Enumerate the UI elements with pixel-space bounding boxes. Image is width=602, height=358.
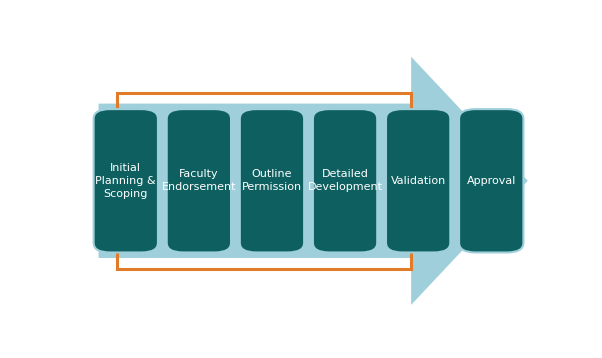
FancyBboxPatch shape [94, 109, 158, 252]
Text: Outline
Permission: Outline Permission [242, 169, 302, 192]
Bar [117, 93, 411, 269]
Text: Faculty
Endorsement: Faculty Endorsement [161, 169, 236, 192]
FancyBboxPatch shape [459, 109, 523, 252]
Polygon shape [99, 57, 528, 305]
FancyBboxPatch shape [240, 109, 304, 252]
Text: Validation: Validation [391, 176, 446, 186]
Text: Approval: Approval [467, 176, 516, 186]
Text: Detailed
Development: Detailed Development [308, 169, 383, 192]
FancyBboxPatch shape [386, 109, 450, 252]
Text: Initial
Planning &
Scoping: Initial Planning & Scoping [96, 163, 156, 199]
FancyBboxPatch shape [167, 109, 231, 252]
FancyBboxPatch shape [313, 109, 377, 252]
